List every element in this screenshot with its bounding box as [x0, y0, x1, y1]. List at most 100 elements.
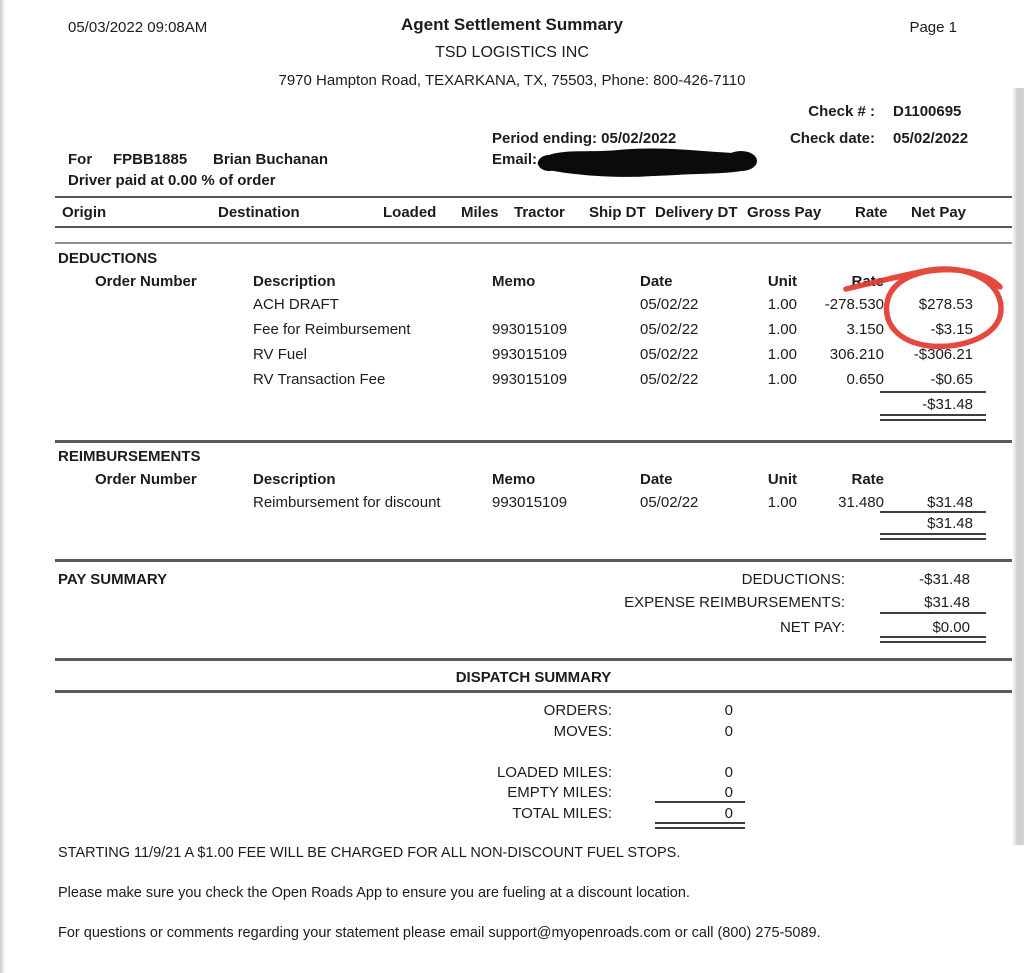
- row-amount: -$0.65: [930, 371, 973, 388]
- dispatch-value: 0: [724, 702, 733, 719]
- row-date: 05/02/22: [640, 371, 699, 388]
- orders-col-shipdt: Ship DT: [589, 204, 646, 221]
- dispatch-label: EMPTY MILES:: [507, 784, 612, 801]
- print-timestamp: 05/03/2022 09:08AM: [68, 19, 208, 36]
- red-circle-annotation: [843, 266, 1004, 350]
- row-amount: -$3.15: [930, 321, 973, 338]
- orders-col-loaded: Loaded: [383, 204, 437, 221]
- orders-col-grosspay: Gross Pay: [747, 204, 822, 221]
- orders-col-rate: Rate: [855, 204, 888, 221]
- deductions-total: -$31.48: [922, 396, 973, 413]
- col-description: Description: [253, 471, 336, 488]
- scan-edge-left: [0, 0, 6, 973]
- dispatch-summary-title: DISPATCH SUMMARY: [455, 669, 612, 686]
- row-rate: 0.650: [846, 371, 884, 388]
- email-label: Email:: [492, 151, 538, 168]
- row-date: 05/02/22: [640, 296, 699, 313]
- pay-label: DEDUCTIONS:: [741, 571, 845, 588]
- row-rate: 31.480: [838, 494, 884, 511]
- pay-summary-row: NET PAY: $0.00: [0, 619, 1024, 637]
- total-double-rule: [880, 636, 986, 643]
- dispatch-row: ORDERS: 0: [0, 702, 1024, 720]
- page-number: Page 1: [909, 19, 957, 36]
- col-rate: Rate: [851, 471, 884, 488]
- check-number-value: D1100695: [893, 103, 962, 120]
- agent-name: Brian Buchanan: [213, 151, 329, 168]
- col-unit: Unit: [767, 471, 797, 488]
- subtotal-rule: [655, 801, 745, 803]
- row-unit: 1.00: [767, 346, 797, 363]
- pay-summary-row: EXPENSE REIMBURSEMENTS: $31.48: [0, 594, 1024, 612]
- reimbursements-header-row: Order Number Description Memo Date Unit …: [0, 471, 1024, 489]
- subtotal-rule: [880, 511, 986, 513]
- subtotal-rule: [880, 391, 986, 393]
- row-description: ACH DRAFT: [253, 296, 339, 313]
- row-unit: 1.00: [767, 321, 797, 338]
- row-date: 05/02/22: [640, 494, 699, 511]
- pay-value: $31.48: [924, 594, 970, 611]
- driver-paid-note: Driver paid at 0.00 % of order: [68, 172, 276, 189]
- period-ending: Period ending: 05/02/2022: [492, 130, 676, 147]
- row-unit: 1.00: [767, 296, 797, 313]
- dispatch-label: TOTAL MILES:: [512, 805, 612, 822]
- row-amount: $278.53: [918, 296, 973, 313]
- row-amount: $31.48: [927, 494, 973, 511]
- subtotal-rule: [880, 612, 986, 614]
- dispatch-value: 0: [724, 764, 733, 781]
- row-amount: -$306.21: [913, 346, 973, 363]
- scan-edge-right: [1012, 88, 1024, 845]
- table-row: ACH DRAFT 05/02/22 1.00 -278.530 $278.53: [0, 296, 1024, 314]
- table-row: Fee for Reimbursement 993015109 05/02/22…: [0, 321, 1024, 339]
- col-description: Description: [253, 273, 336, 290]
- row-description: Fee for Reimbursement: [253, 321, 411, 338]
- orders-col-origin: Origin: [62, 204, 107, 221]
- orders-col-tractor: Tractor: [514, 204, 565, 221]
- deductions-title: DEDUCTIONS: [58, 250, 158, 267]
- reimbursements-total: $31.48: [927, 515, 973, 532]
- pay-value: -$31.48: [919, 571, 970, 588]
- col-date: Date: [640, 471, 673, 488]
- row-rate: 3.150: [846, 321, 884, 338]
- period-ending-label: Period ending:: [492, 130, 597, 147]
- orders-col-destination: Destination: [218, 204, 300, 221]
- col-memo: Memo: [492, 471, 536, 488]
- pay-label: EXPENSE REIMBURSEMENTS:: [624, 594, 845, 611]
- row-memo: 993015109: [492, 321, 568, 338]
- row-rate: 306.210: [829, 346, 884, 363]
- row-memo: 993015109: [492, 371, 568, 388]
- row-unit: 1.00: [767, 494, 797, 511]
- notice-fee: STARTING 11/9/21 A $1.00 FEE WILL BE CHA…: [58, 845, 681, 861]
- col-memo: Memo: [492, 273, 536, 290]
- for-label: For: [68, 151, 93, 168]
- agent-line: For FPBB1885 Brian Buchanan: [68, 151, 328, 168]
- row-description: RV Fuel: [253, 346, 307, 363]
- pay-summary-row: DEDUCTIONS: -$31.48: [0, 571, 1024, 589]
- orders-col-netpay: Net Pay: [911, 204, 967, 221]
- pay-summary-title: PAY SUMMARY: [58, 571, 168, 588]
- check-date-value: 05/02/2022: [893, 130, 969, 147]
- row-memo: 993015109: [492, 494, 568, 511]
- dispatch-row: MOVES: 0: [0, 723, 1024, 741]
- section-separator: [55, 440, 1012, 443]
- table-row: Reimbursement for discount 993015109 05/…: [0, 494, 1024, 512]
- email-redaction-scribble: [537, 148, 757, 177]
- row-date: 05/02/22: [640, 346, 699, 363]
- row-date: 05/02/22: [640, 321, 699, 338]
- row-rate: -278.530: [824, 296, 884, 313]
- dispatch-value: 0: [724, 784, 733, 801]
- total-double-rule: [880, 533, 986, 540]
- orders-col-miles: Miles: [461, 204, 499, 221]
- section-separator: [55, 658, 1012, 661]
- section-separator: [55, 559, 1012, 562]
- notice-app: Please make sure you check the Open Road…: [58, 885, 690, 901]
- dispatch-label: MOVES:: [553, 723, 612, 740]
- company-address: 7970 Hampton Road, TEXARKANA, TX, 75503,…: [278, 72, 746, 89]
- period-ending-value: 05/02/2022: [601, 130, 677, 147]
- page-title: Agent Settlement Summary: [401, 15, 623, 34]
- total-double-rule: [880, 414, 986, 421]
- rule-line: [55, 242, 1012, 244]
- table-row: RV Transaction Fee 993015109 05/02/22 1.…: [0, 371, 1024, 389]
- pay-value: $0.00: [932, 619, 970, 636]
- check-number-label: Check # :: [808, 103, 875, 120]
